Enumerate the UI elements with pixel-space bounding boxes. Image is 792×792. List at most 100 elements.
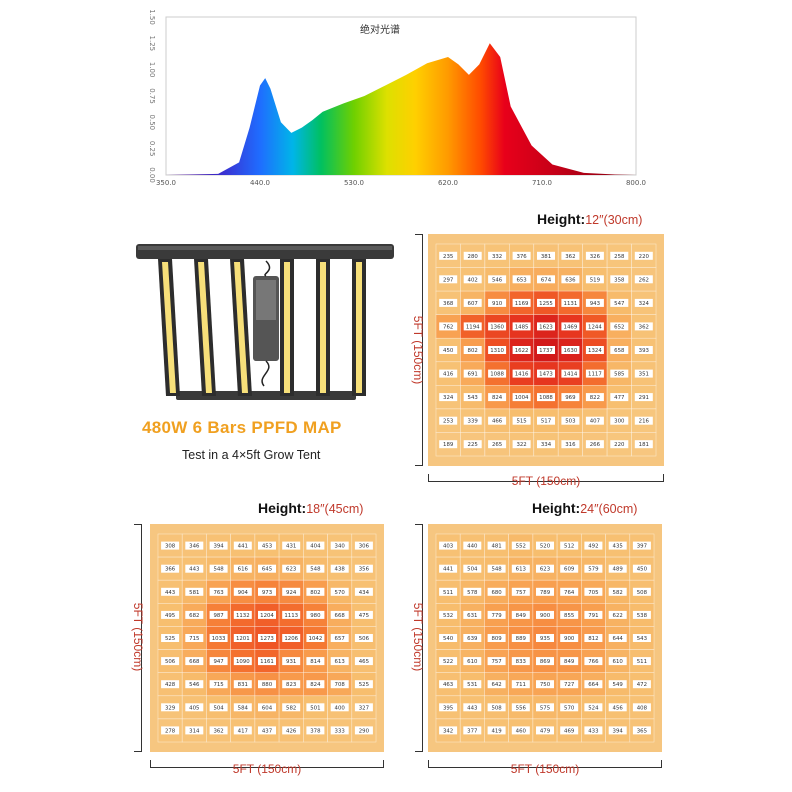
ppfd-value: 306 xyxy=(359,544,370,550)
ppfd-value: 1622 xyxy=(515,348,529,354)
ppfd-value: 368 xyxy=(443,301,454,307)
ppfd-value: 900 xyxy=(540,613,551,619)
ppfd-value: 362 xyxy=(565,254,575,260)
spectrum-x-axis: 350.0 440.0 530.0 620.0 710.0 800.0 xyxy=(156,179,646,187)
ppfd-value: 910 xyxy=(492,301,503,307)
ppfd-value: 849 xyxy=(516,613,527,619)
ppfd-value: 766 xyxy=(588,659,599,665)
ppfd-value: 1255 xyxy=(539,301,553,307)
spectrum-y-tick: 0.50 xyxy=(148,115,156,131)
ppfd-value: 324 xyxy=(639,301,650,307)
ppfd-value: 365 xyxy=(637,728,647,734)
width-label-12: 5FT (150cm) xyxy=(511,474,581,488)
depth-dim-24 xyxy=(415,524,423,752)
ppfd-value: 469 xyxy=(564,728,575,734)
ppfd-value: 610 xyxy=(613,659,624,665)
ppfd-value: 582 xyxy=(286,705,296,711)
ppfd-value: 757 xyxy=(491,659,501,665)
ppfd-value: 833 xyxy=(516,659,526,665)
ppfd-value: 779 xyxy=(491,613,502,619)
ppfd-value: 575 xyxy=(540,705,550,711)
ppfd-value: 456 xyxy=(613,705,624,711)
ppfd-value: 809 xyxy=(491,636,502,642)
ppfd-value: 543 xyxy=(637,636,647,642)
ppfd-heatmap: 403 440 481 552 520 512 492 435 397 441 504 548 613 6… xyxy=(428,524,662,752)
ppfd-value: 522 xyxy=(443,659,453,665)
ppfd-value: 506 xyxy=(165,659,176,665)
product-title: 480W 6 Bars PPFD MAP xyxy=(142,418,342,437)
ppfd-value: 664 xyxy=(588,682,599,688)
ppfd-value: 1033 xyxy=(212,636,226,642)
ppfd-value: 880 xyxy=(262,682,273,688)
ppfd-value: 433 xyxy=(588,728,598,734)
ppfd-value: 653 xyxy=(516,277,526,283)
ppfd-value: 525 xyxy=(165,636,175,642)
spectrum-x-tick: 530.0 xyxy=(344,179,364,187)
ppfd-value: 441 xyxy=(238,544,248,550)
ppfd-value: 525 xyxy=(359,682,369,688)
ppfd-value: 824 xyxy=(492,395,503,401)
ppfd-value: 300 xyxy=(614,419,625,425)
spectrum-y-tick: 1.50 xyxy=(148,9,156,25)
ppfd-value: 443 xyxy=(189,567,199,573)
ppfd-value: 327 xyxy=(359,705,369,711)
ppfd-value: 340 xyxy=(335,544,346,550)
ppfd-value: 266 xyxy=(590,442,601,448)
ppfd-value: 1414 xyxy=(564,372,578,378)
ppfd-value: 547 xyxy=(614,301,624,307)
ppfd-value: 644 xyxy=(613,636,624,642)
ppfd-value: 691 xyxy=(468,372,478,378)
ppfd-value: 831 xyxy=(238,682,248,688)
ppfd-value: 519 xyxy=(590,277,601,283)
ppfd-value: 419 xyxy=(491,728,502,734)
width-dim-18 xyxy=(150,760,384,768)
ppfd-value: 1204 xyxy=(260,613,274,619)
ppfd-value: 394 xyxy=(213,544,224,550)
ppfd-value: 548 xyxy=(213,567,224,573)
ppfd-value: 1244 xyxy=(588,324,602,330)
ppfd-value: 616 xyxy=(238,567,249,573)
ppfd-value: 623 xyxy=(540,567,550,573)
ppfd-value: 358 xyxy=(614,277,625,283)
ppfd-value: 869 xyxy=(540,659,551,665)
ppfd-value: 376 xyxy=(516,254,527,260)
ppfd-value: 356 xyxy=(359,567,370,573)
ppfd-value: 727 xyxy=(564,682,574,688)
ppfd-value: 1485 xyxy=(515,324,529,330)
ppfd-value: 789 xyxy=(540,590,551,596)
ppfd-value: 316 xyxy=(565,442,576,448)
ppfd-value: 1042 xyxy=(309,636,323,642)
ppfd-value: 511 xyxy=(637,659,647,665)
ppfd-value: 463 xyxy=(443,682,453,688)
ppfd-value: 503 xyxy=(565,419,575,425)
ppfd-value: 1004 xyxy=(515,395,529,401)
ppfd-value: 652 xyxy=(614,324,624,330)
ppfd-value: 705 xyxy=(588,590,598,596)
ppfd-value: 757 xyxy=(516,590,526,596)
ppfd-value: 973 xyxy=(262,590,272,596)
ppfd-value: 407 xyxy=(590,419,600,425)
ppfd-value: 579 xyxy=(588,567,599,573)
depth-dim-12 xyxy=(415,234,423,466)
spectrum-x-tick: 710.0 xyxy=(532,179,552,187)
ppfd-value: 262 xyxy=(639,277,649,283)
ppfd-value: 297 xyxy=(443,277,453,283)
ppfd-value: 395 xyxy=(443,705,453,711)
ppfd-value: 889 xyxy=(516,636,527,642)
ppfd-value: 504 xyxy=(467,567,478,573)
ppfd-value: 900 xyxy=(564,636,575,642)
ppfd-value: 481 xyxy=(491,544,501,550)
ppfd-value: 1324 xyxy=(588,348,602,354)
depth-label-18: 5FT (150cm) xyxy=(131,602,145,672)
ppfd-value: 393 xyxy=(639,348,649,354)
ppfd-value: 639 xyxy=(467,636,478,642)
ppfd-value: 1360 xyxy=(490,324,504,330)
ppfd-value: 645 xyxy=(262,567,272,573)
spectrum-y-tick: 0.75 xyxy=(148,88,156,104)
ppfd-value: 290 xyxy=(359,728,370,734)
ppfd-value: 623 xyxy=(286,567,296,573)
ppfd-value: 517 xyxy=(541,419,551,425)
ppfd-value: 440 xyxy=(467,544,478,550)
ppfd-value: 477 xyxy=(614,395,624,401)
ppfd-value: 548 xyxy=(491,567,502,573)
